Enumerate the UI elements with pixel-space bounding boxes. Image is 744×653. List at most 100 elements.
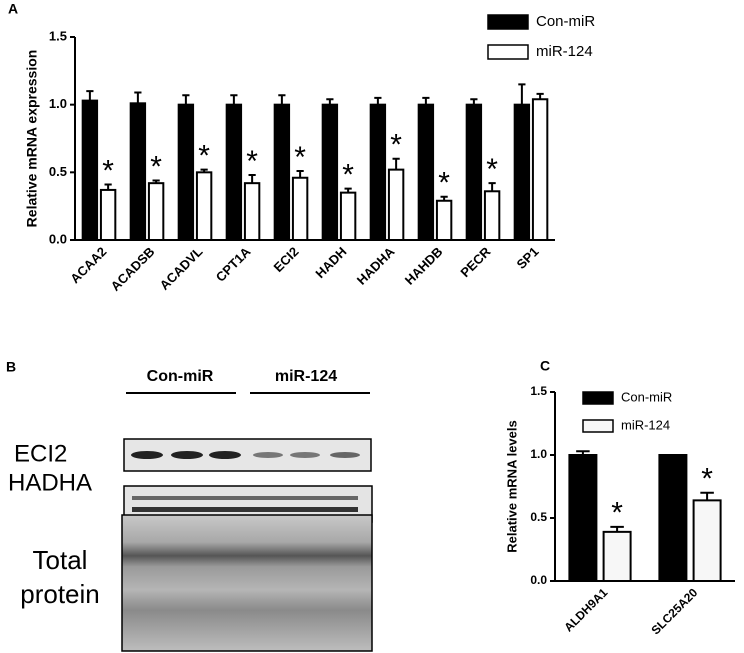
x-tick-label: CPT1A: [213, 244, 254, 285]
y-axis-title: Relative mRNA levels: [504, 420, 519, 552]
bar-chart: A Relative mRNA expression 0.0 0.5 1.0 1.5 ACA…: [8, 1, 595, 294]
group-label: miR-124: [275, 368, 337, 385]
significance-mark: *: [246, 145, 258, 178]
error-bar: [374, 96, 382, 105]
error-bar: [152, 179, 160, 184]
bar: [243, 182, 261, 242]
bar-chart: C Relative mRNA levels 0.0 0.5 1.0 1.5 ALDH9A1…: [504, 358, 735, 637]
y-tick-label: 0.5: [49, 164, 67, 179]
significance-mark: *: [294, 141, 306, 174]
bar: [273, 103, 291, 241]
y-tick-label: 0.0: [530, 573, 547, 587]
bar: [321, 103, 339, 241]
bar: [387, 168, 405, 241]
x-tick-label: ACAA2: [67, 244, 109, 286]
x-tick-label: HAHDB: [402, 244, 446, 288]
bar: [513, 103, 531, 241]
bar: [195, 171, 213, 241]
error-bar: [296, 169, 304, 178]
significance-mark: *: [486, 153, 498, 186]
bar: [658, 454, 688, 582]
error-bar: [518, 83, 526, 105]
significance-mark: *: [102, 154, 114, 187]
legend-swatch: [487, 14, 529, 30]
panel-label: C: [540, 358, 550, 374]
y-tick-label: 1.0: [49, 96, 67, 111]
error-bar: [182, 94, 190, 105]
error-bar: [610, 525, 624, 532]
legend-label: miR-124: [536, 43, 593, 60]
hadha-bands: [132, 496, 358, 512]
panel-label: B: [6, 359, 16, 375]
legend-swatch: [582, 391, 614, 405]
bar: [129, 102, 147, 241]
bar: [465, 103, 483, 241]
error-bar: [470, 98, 478, 105]
x-tick-label: HADH: [312, 244, 349, 281]
legend-swatch: [487, 44, 529, 60]
y-tick-label: 1.5: [49, 28, 67, 43]
bar: [568, 454, 598, 582]
bar: [81, 99, 99, 241]
bar: [99, 188, 117, 241]
panel-label: A: [8, 1, 18, 17]
row-label: ECI2: [14, 440, 67, 467]
error-bar: [326, 98, 334, 105]
blot-total: [121, 514, 373, 652]
bar: [291, 176, 309, 242]
y-tick-label: 1.0: [530, 447, 547, 461]
x-tick-label: SP1: [514, 244, 542, 272]
error-bar: [278, 94, 286, 105]
x-tick-label: PECR: [457, 244, 494, 281]
significance-mark: *: [611, 497, 623, 530]
error-bar: [422, 96, 430, 105]
y-tick-label: 0.0: [49, 231, 67, 246]
significance-mark: *: [438, 167, 450, 200]
eci2-bands: [131, 451, 360, 459]
bar: [369, 103, 387, 241]
bar: [177, 103, 195, 241]
error-bar: [488, 182, 496, 192]
y-axis-title: Relative mRNA expression: [24, 50, 40, 228]
bar: [225, 103, 243, 241]
x-tick-label: SLC25A20: [648, 585, 700, 637]
x-tick-label: ALDH9A1: [561, 585, 610, 634]
bar: [147, 182, 165, 242]
x-tick-label: ECI2: [271, 244, 302, 275]
error-bar: [86, 90, 94, 101]
bar: [339, 191, 357, 241]
row-label: HADHA: [8, 469, 92, 496]
error-bar: [134, 91, 142, 104]
legend-label: Con-miR: [536, 13, 595, 30]
significance-mark: *: [701, 463, 713, 496]
bar: [483, 190, 501, 241]
significance-mark: *: [198, 140, 210, 173]
blot-panel: B Con-miR miR-124 ECI2 HADHA Total protei…: [6, 359, 373, 652]
bar: [692, 499, 722, 582]
x-tick-label: ACADVL: [157, 244, 206, 293]
blot-eci2: [123, 438, 372, 472]
row-label: Total protein: [20, 545, 100, 609]
significance-mark: *: [342, 158, 354, 191]
legend-label: miR-124: [621, 417, 670, 432]
error-bar: [344, 187, 352, 193]
legend-swatch: [582, 419, 614, 433]
significance-mark: *: [390, 129, 402, 162]
significance-mark: *: [150, 150, 162, 183]
x-tick-label: ACADSB: [108, 244, 158, 294]
error-bar: [576, 450, 590, 455]
bar: [435, 199, 453, 241]
legend-label: Con-miR: [621, 389, 672, 404]
error-bar: [248, 174, 256, 184]
bar: [602, 530, 632, 582]
error-bar: [230, 94, 238, 105]
error-bar: [104, 183, 112, 190]
error-bar: [392, 157, 400, 170]
y-tick-label: 0.5: [530, 510, 547, 524]
group-label: Con-miR: [147, 368, 214, 385]
error-bar: [536, 92, 544, 100]
bar: [531, 98, 549, 242]
bar: [417, 103, 435, 241]
